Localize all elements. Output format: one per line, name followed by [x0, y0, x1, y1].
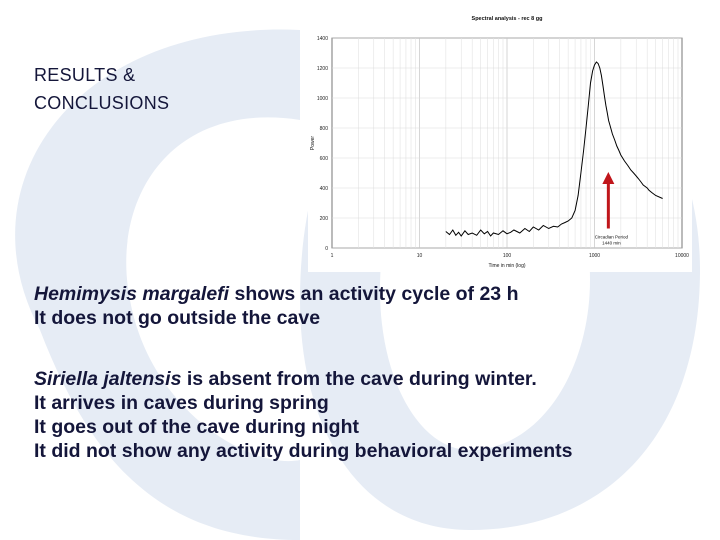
y-tick-label: 1400	[317, 36, 328, 42]
title-line-2: CONCLUSIONS	[34, 93, 170, 113]
circadian-arrow-head	[602, 172, 615, 184]
y-tick-label: 1000	[317, 96, 328, 102]
siriella-line-4: It did not show any activity during beha…	[34, 440, 573, 462]
spectral-chart: 0 200 400 600 800 1000 1200 1400 1 10 100 1000 10000…	[308, 10, 692, 272]
y-tick-label: 400	[320, 186, 329, 192]
siriella-line-1-rest: is absent from the cave during winter.	[181, 368, 537, 390]
text-block-siriella: Siriella jaltensis is absent from the ca…	[34, 367, 573, 463]
y-tick-label: 0	[325, 246, 328, 252]
x-tick-label: 1000	[589, 253, 600, 259]
y-axis-label: Power	[310, 136, 316, 151]
y-tick-label: 600	[320, 156, 329, 162]
text-block-hemimysis: Hemimysis margalefi shows an activity cy…	[34, 282, 518, 330]
species-name-siriella: Siriella jaltensis	[34, 368, 182, 390]
chart-title: Spectral analysis - rec 8 gg	[472, 16, 543, 22]
siriella-line-2: It arrives in caves during spring	[34, 392, 329, 414]
x-tick-label: 1	[331, 253, 334, 259]
series-line	[445, 61, 663, 237]
title-line-1: RESULTS &	[34, 65, 136, 85]
siriella-line-3: It goes out of the cave during night	[34, 416, 359, 438]
siriella-line-1: Siriella jaltensis is absent from the ca…	[34, 367, 573, 391]
x-tick-label: 10	[417, 253, 423, 259]
hemimysis-line-2: It does not go outside the cave	[34, 307, 321, 329]
annotation-value: 1440 min	[602, 241, 621, 246]
x-tick-label: 100	[503, 253, 512, 259]
hemimysis-line-1-rest: shows an activity cycle of 23 h	[229, 283, 519, 305]
chart-svg: 0 200 400 600 800 1000 1200 1400 1 10 100 1000 10000…	[310, 16, 689, 269]
slide-title: RESULTS & CONCLUSIONS	[34, 61, 294, 117]
y-tick-label: 1200	[317, 66, 328, 72]
annotation-label: Circadian Period	[595, 235, 629, 240]
x-axis-label: Time in min (log)	[488, 263, 525, 269]
y-tick-label: 800	[320, 126, 329, 132]
hemimysis-line-1: Hemimysis margalefi shows an activity cy…	[34, 282, 518, 306]
x-tick-label: 10000	[675, 253, 689, 259]
y-tick-label: 200	[320, 216, 329, 222]
species-name-hemimysis: Hemimysis margalefi	[34, 283, 230, 305]
